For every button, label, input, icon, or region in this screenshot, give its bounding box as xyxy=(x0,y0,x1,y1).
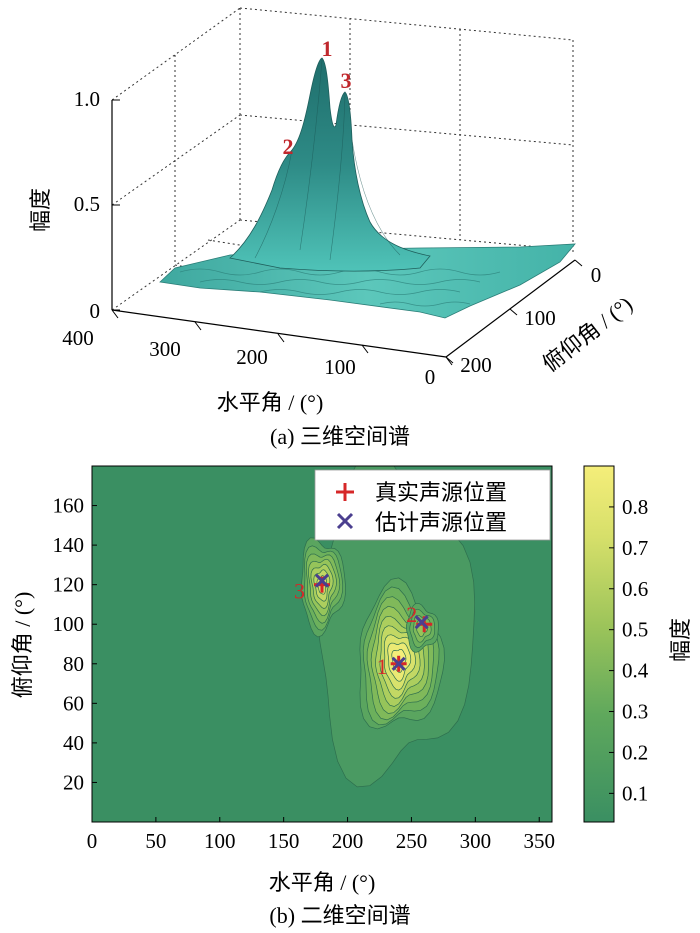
y-tick-label: 200 xyxy=(460,353,492,377)
y-axis-label: 俯仰角 / (°) xyxy=(10,592,35,699)
y-tick-label: 20 xyxy=(63,770,84,794)
y-axis: 20 40 60 80 100 120 140 160 xyxy=(53,494,97,794)
source-label-2: 2 xyxy=(406,602,417,627)
y-ticks xyxy=(445,259,583,364)
colorbar-tick-label: 0.5 xyxy=(622,618,648,642)
x-tick-label: 100 xyxy=(204,829,236,853)
contour-plot: 0 50 100 150 200 250 300 350 20 40 60 80 100 120 140 1… xyxy=(10,465,693,928)
legend-label-estimated: 估计声源位置 xyxy=(375,510,507,535)
x-tick-label: 350 xyxy=(523,829,555,853)
source-markers: 1 2 3 xyxy=(294,573,433,679)
colorbar-tick-label: 0.8 xyxy=(622,495,648,519)
x-tick-label: 0 xyxy=(425,365,436,389)
peak-label-3: 3 xyxy=(341,68,352,93)
x-tick-label: 150 xyxy=(268,829,300,853)
y-tick-label: 140 xyxy=(53,533,85,557)
z-axis-label: 幅度 xyxy=(28,188,53,232)
plot-frame xyxy=(91,465,553,823)
legend-marker-x xyxy=(336,512,354,530)
surface-shading xyxy=(254,59,401,261)
x-axis-label: 水平角 / (°) xyxy=(269,870,376,895)
colorbar-tick-label: 0.4 xyxy=(622,659,649,683)
x-tick-label: 300 xyxy=(460,829,492,853)
estimated-source-marker xyxy=(414,615,429,630)
caption-b: (b) 二维空间谱 xyxy=(269,903,410,928)
x-tick-label: 200 xyxy=(236,345,268,369)
colorbar-label: 幅度 xyxy=(668,618,693,662)
estimated-source-marker xyxy=(314,573,330,588)
colorbar-tick-label: 0.7 xyxy=(622,536,648,560)
x-tick-label: 100 xyxy=(324,355,356,379)
legend: 真实声源位置 估计声源位置 xyxy=(314,469,551,541)
peak-label-2: 2 xyxy=(283,134,294,159)
x-tick-label: 0 xyxy=(87,829,98,853)
y-tick-label: 160 xyxy=(53,494,85,518)
surface-peaks xyxy=(229,57,431,272)
y-tick-label: 80 xyxy=(63,652,84,676)
surface-plot-3d: 1.0 0.5 0 幅度 400 300 200 100 0 水平角 / (°)… xyxy=(28,7,637,449)
source-label-3: 3 xyxy=(294,579,305,604)
y-tick-label: 120 xyxy=(53,573,85,597)
caption-a: (a) 三维空间谱 xyxy=(270,424,410,449)
x-axis-label: 水平角 / (°) xyxy=(217,390,324,415)
x-tick-label: 250 xyxy=(396,829,428,853)
colorbar-tick-label: 0.6 xyxy=(622,577,648,601)
colorbar-tick-label: 0.3 xyxy=(622,700,648,724)
y-tick-label: 100 xyxy=(524,306,556,330)
z-tick-label: 0 xyxy=(90,299,101,323)
x-tick-label: 200 xyxy=(332,829,364,853)
y-tick-label: 60 xyxy=(63,691,84,715)
y-tick-label: 0 xyxy=(591,263,602,287)
source-label-1: 1 xyxy=(377,654,388,679)
y-axis-label: 俯仰角 / (°) xyxy=(538,291,637,376)
z-tick-label: 1.0 xyxy=(74,87,100,111)
colorbar-tick-label: 0.1 xyxy=(622,781,648,805)
y-tick-label: 100 xyxy=(53,612,85,636)
z-ticks xyxy=(112,99,120,311)
legend-box xyxy=(314,469,551,541)
x-tick-label: 50 xyxy=(145,829,166,853)
x-tick-label: 300 xyxy=(149,337,181,361)
y-tick-label: 40 xyxy=(63,731,84,755)
z-tick-label: 0.5 xyxy=(74,192,100,216)
colorbar xyxy=(583,465,615,823)
x-tick-label: 400 xyxy=(62,326,94,350)
colorbar-tick-label: 0.2 xyxy=(622,740,648,764)
estimated-source-marker xyxy=(391,656,406,671)
peak-label-1: 1 xyxy=(322,36,333,61)
legend-label-true: 真实声源位置 xyxy=(375,480,507,505)
surface-ripples xyxy=(179,268,501,307)
legend-marker-plus xyxy=(336,483,354,501)
x-axis: 0 50 100 150 200 250 300 350 xyxy=(87,817,555,853)
colorbar-ticks: 0.1 0.2 0.3 0.4 0.5 0.6 0.7 0.8 xyxy=(609,495,649,805)
